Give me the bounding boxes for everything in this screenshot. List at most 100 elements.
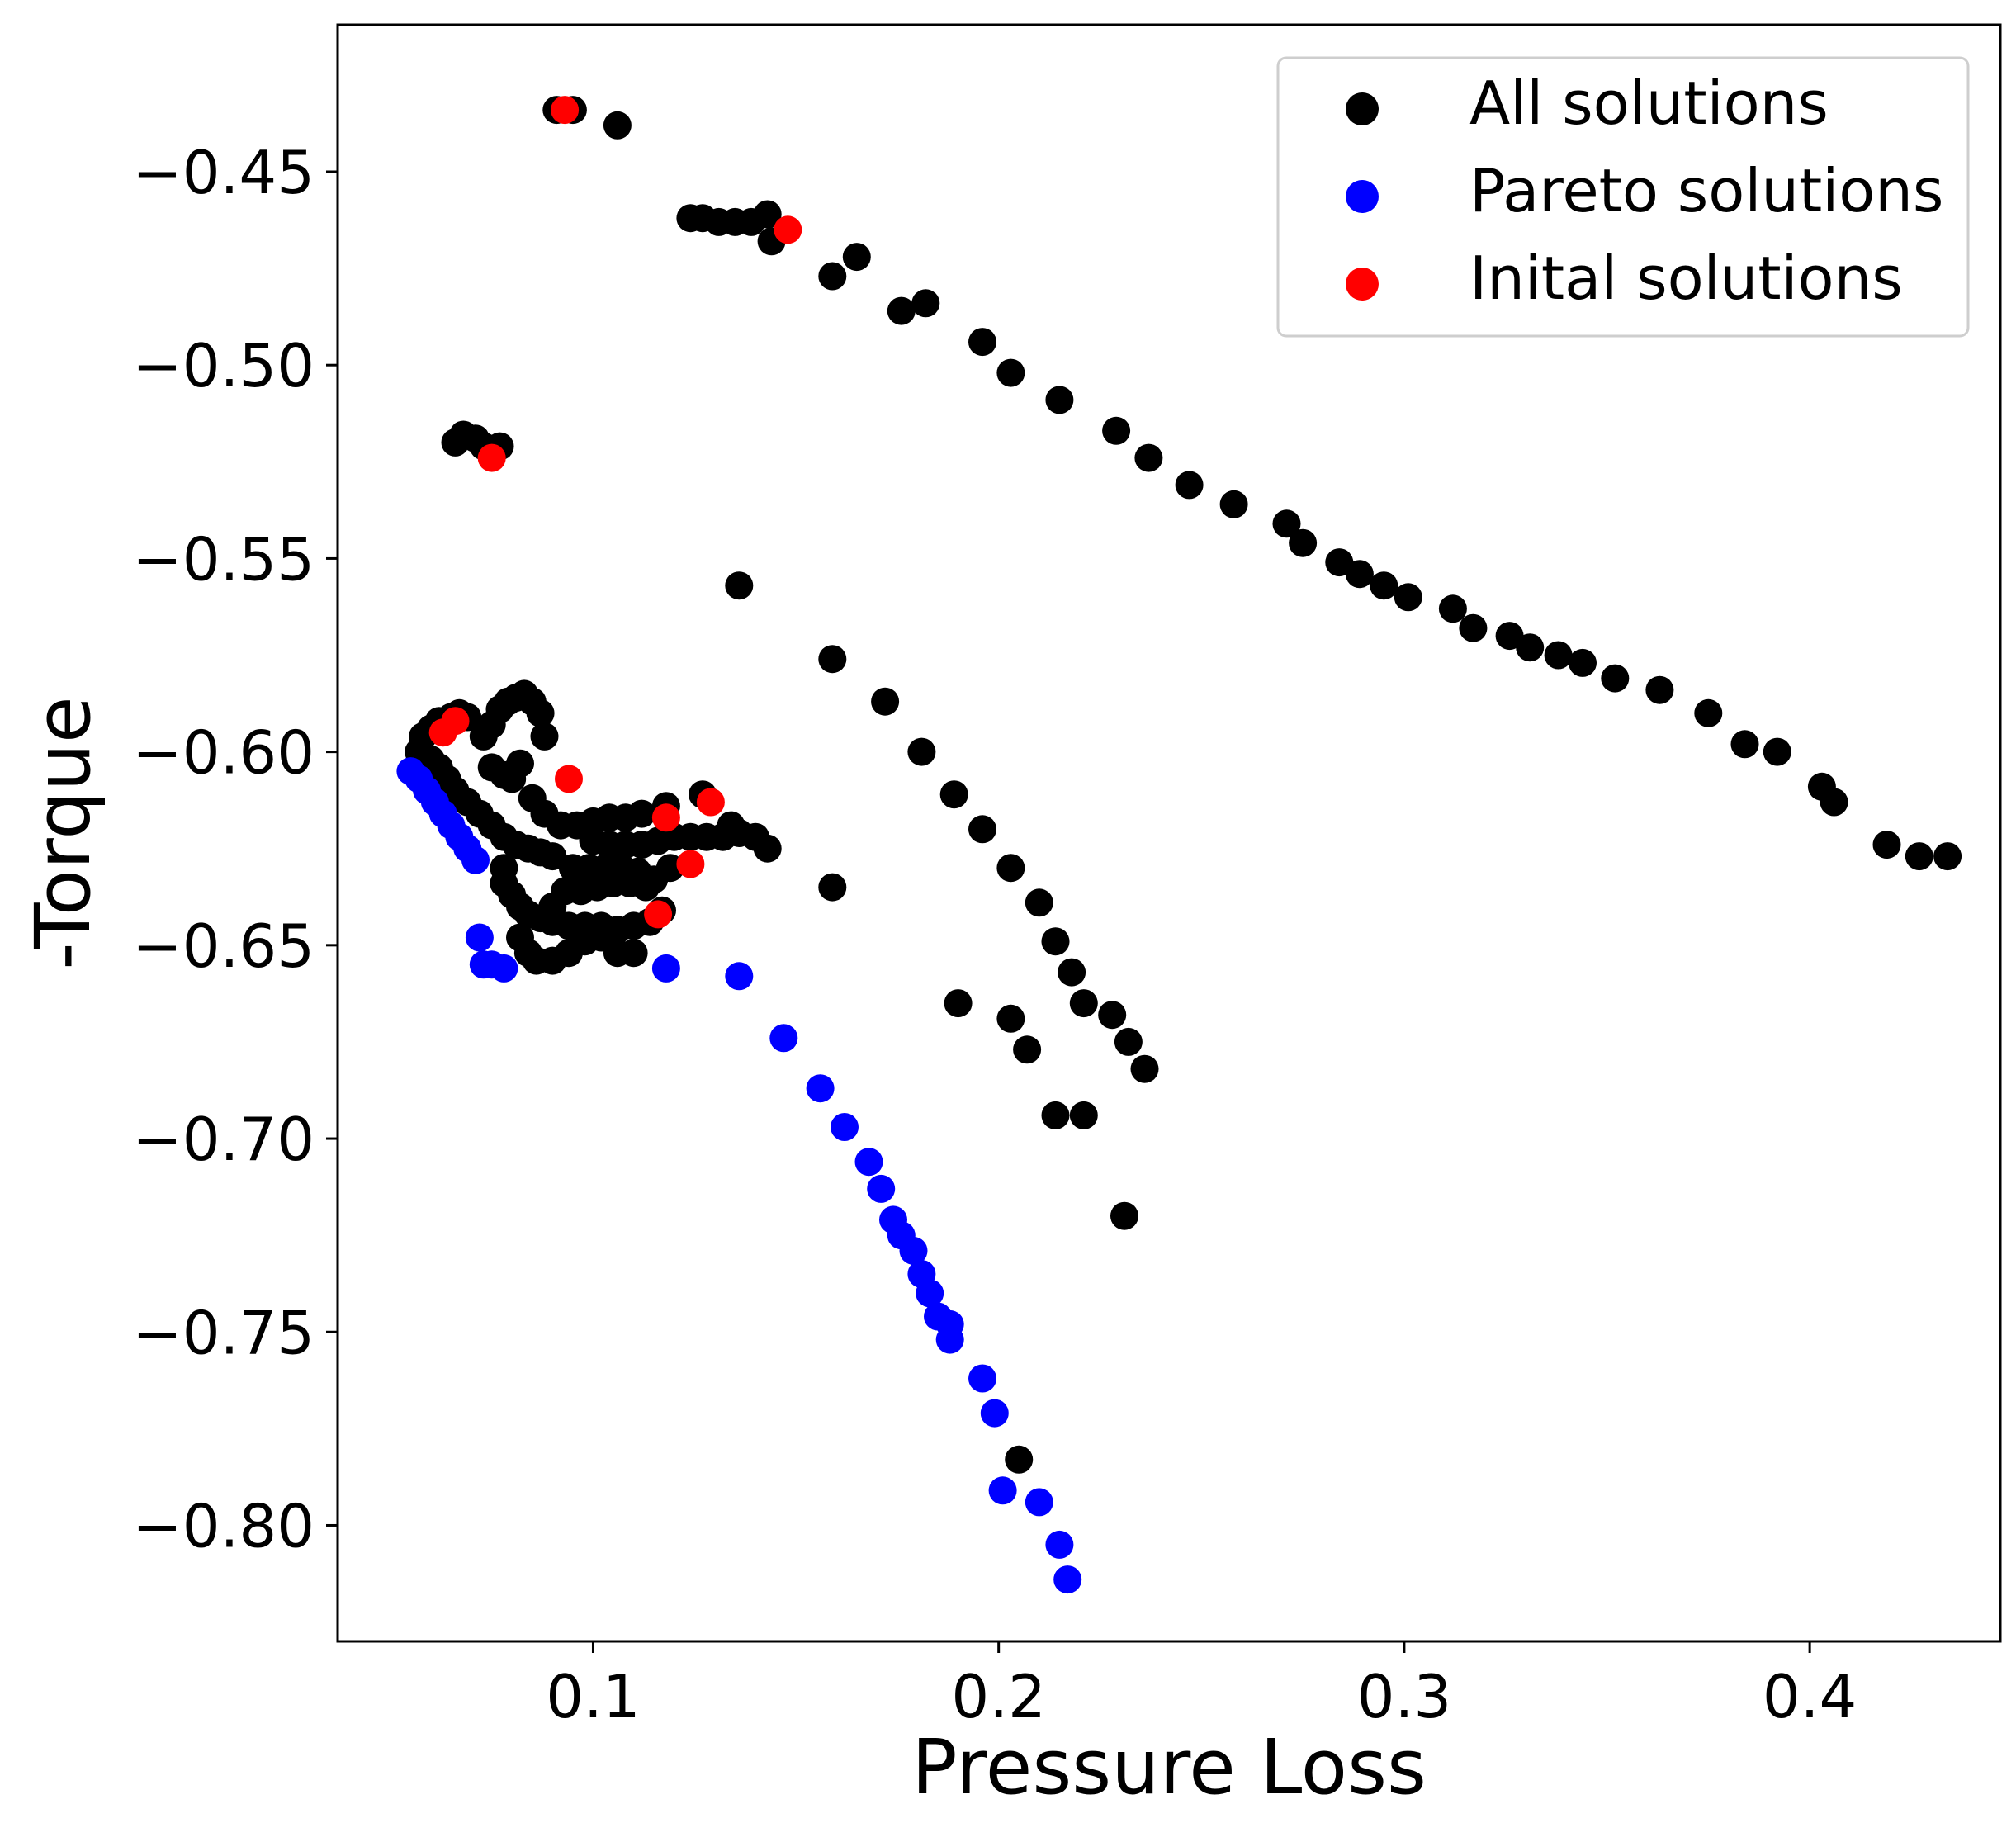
inital-solutions-point	[477, 443, 506, 472]
inital-solutions-point	[441, 707, 470, 736]
all-solutions-point	[1905, 842, 1933, 871]
x-tick-label: 0.3	[1357, 1662, 1452, 1731]
legend-label-inital-solutions: Inital solutions	[1469, 244, 1903, 313]
all-solutions-point	[1114, 1027, 1143, 1056]
all-solutions-point	[887, 296, 916, 325]
all-solutions-point	[1601, 664, 1630, 693]
pareto-solutions-point	[1053, 1565, 1082, 1594]
all-solutions-point	[1069, 1101, 1098, 1129]
all-solutions-point	[1041, 927, 1070, 956]
all-solutions-point	[1272, 509, 1301, 538]
all-solutions-point	[944, 989, 973, 1018]
pareto-solutions-point	[806, 1074, 835, 1103]
inital-solutions-point	[644, 900, 673, 929]
legend-frame	[1276, 56, 1970, 338]
all-solutions-point	[1569, 648, 1597, 677]
all-solutions-point	[1134, 443, 1163, 472]
x-tick-label: 0.1	[546, 1662, 641, 1731]
y-axis-title: -Torque	[19, 696, 107, 969]
all-solutions-point	[1013, 1035, 1042, 1064]
pareto-solutions-point	[854, 1148, 883, 1177]
plot-frame	[336, 23, 2002, 1643]
all-solutions-point	[526, 698, 555, 727]
all-solutions-point	[753, 200, 782, 229]
all-solutions-point	[1058, 958, 1086, 987]
all-solutions-point	[818, 262, 847, 291]
all-solutions-point	[1219, 490, 1248, 518]
inital-solutions-point	[551, 96, 580, 125]
all-solutions-point	[1933, 842, 1962, 871]
y-tick-label: −0.80	[132, 1491, 315, 1560]
pareto-solutions-point	[899, 1236, 928, 1265]
pareto-solutions-point	[651, 954, 680, 983]
all-solutions-point	[1110, 1201, 1138, 1230]
inital-solutions-point	[774, 215, 802, 244]
y-tick-label: −0.75	[132, 1298, 315, 1367]
all-solutions-point	[907, 737, 936, 766]
pareto-solutions-point	[935, 1325, 964, 1354]
legend-marker-all-solutions	[1346, 92, 1379, 125]
all-solutions-point	[1394, 583, 1422, 612]
pareto-solutions-point	[1025, 1488, 1053, 1517]
legend-marker-pareto-solutions	[1346, 180, 1379, 213]
all-solutions-point	[717, 811, 745, 840]
pareto-solutions-point	[725, 962, 754, 991]
legend: All solutions Pareto solutions Inital so…	[1276, 56, 1970, 338]
y-tick-label: −0.60	[132, 718, 315, 788]
pareto-solutions-point	[490, 954, 518, 983]
pareto-solutions-point	[465, 923, 494, 952]
inital-solutions-point	[676, 850, 705, 878]
all-solutions-point	[725, 571, 754, 600]
all-solutions-point	[1370, 571, 1398, 600]
all-solutions-point	[1345, 560, 1374, 589]
all-solutions-point	[1872, 831, 1901, 859]
inital-solutions-point	[555, 765, 583, 793]
all-solutions-point	[1005, 1445, 1034, 1474]
all-solutions-point	[939, 780, 968, 809]
all-solutions-point	[1544, 641, 1573, 670]
y-tick-label: −0.45	[132, 138, 315, 207]
all-solutions-point	[603, 111, 632, 140]
pareto-solutions-point	[831, 1113, 859, 1141]
x-tick-label: 0.2	[951, 1662, 1046, 1731]
all-solutions-point	[1102, 416, 1131, 445]
all-solutions-point	[627, 799, 656, 828]
all-solutions-point	[506, 749, 534, 778]
all-solutions-point	[632, 873, 660, 902]
y-tick-label: −0.70	[132, 1105, 315, 1174]
pareto-solutions-point	[867, 1174, 896, 1203]
ticks-layer: 0.1 0.2 0.3 0.4 −0.45 −0.50 −0.55 −0.60 −0.65 −0.…	[132, 138, 1857, 1731]
all-solutions-point	[1763, 737, 1791, 766]
pareto-solutions-point	[1045, 1530, 1074, 1559]
all-solutions-point	[996, 1004, 1025, 1033]
all-solutions-point	[1045, 386, 1074, 414]
all-solutions-point	[818, 645, 847, 674]
all-solutions-point	[1694, 698, 1723, 727]
y-tick-label: −0.50	[132, 331, 315, 400]
all-solutions-point	[530, 722, 559, 751]
pareto-solutions-point	[980, 1399, 1009, 1428]
all-solutions-point	[538, 893, 567, 921]
all-solutions-point	[1495, 622, 1524, 651]
all-solutions-point	[1069, 989, 1098, 1018]
all-solutions-point	[1325, 548, 1354, 577]
all-solutions-point	[1025, 888, 1053, 917]
all-solutions-point	[871, 687, 900, 716]
all-solutions-point	[1098, 1001, 1127, 1030]
all-solutions-point	[968, 815, 996, 844]
all-solutions-point	[1175, 471, 1204, 500]
legend-label-all-solutions: All solutions	[1469, 69, 1829, 138]
pareto-solutions-point	[461, 845, 490, 874]
all-solutions-point	[1041, 1101, 1070, 1129]
all-solutions-point	[1438, 594, 1467, 623]
all-solutions-point	[1289, 528, 1318, 557]
all-solutions-point	[619, 939, 648, 968]
legend-label-pareto-solutions: Pareto solutions	[1469, 156, 1943, 225]
pareto-solutions-point	[769, 1024, 798, 1053]
pareto-solutions-point	[988, 1476, 1017, 1505]
all-solutions-point	[1130, 1054, 1159, 1083]
all-solutions-point	[818, 873, 847, 902]
all-solutions-point	[1730, 730, 1759, 759]
x-tick-label: 0.4	[1763, 1662, 1857, 1731]
all-solutions-point	[911, 289, 940, 318]
